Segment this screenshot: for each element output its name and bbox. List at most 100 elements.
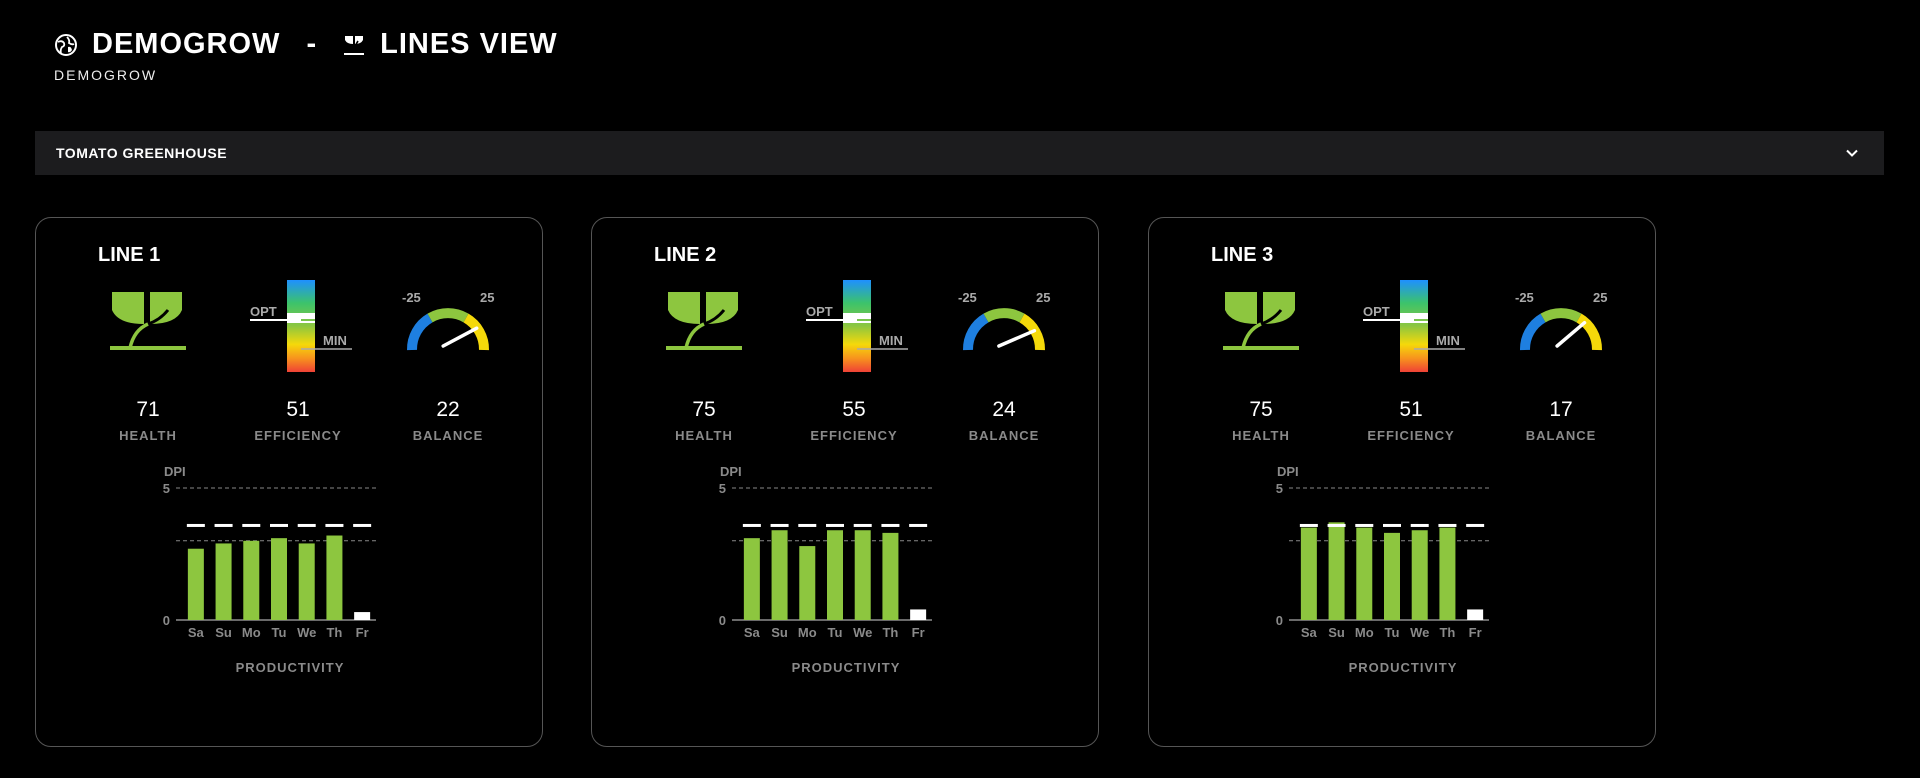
chart-ylabel: DPI xyxy=(720,464,742,479)
health-metric xyxy=(78,290,218,354)
chart-target-marker xyxy=(881,523,900,527)
min-label: MIN xyxy=(1436,333,1460,348)
chart-bar xyxy=(743,538,760,620)
balance-metric: -25 25 xyxy=(1491,290,1631,358)
chart-bar xyxy=(1439,527,1456,620)
productivity-chart: DPI 5 0 Sa Su Mo Tu We Th Fr xyxy=(1276,464,1489,640)
chart-target-marker xyxy=(353,523,372,527)
chart-target-marker xyxy=(1410,523,1429,527)
chart-xtick: Mo xyxy=(798,625,817,640)
chart-target-marker xyxy=(214,523,233,527)
sprout-icon xyxy=(344,35,365,55)
chart-ytick: 5 xyxy=(163,481,170,496)
chart-ylabel: DPI xyxy=(164,464,186,479)
chart-xtick: Mo xyxy=(1355,625,1374,640)
chart-bar xyxy=(326,535,343,620)
chart-xtick: Th xyxy=(1439,625,1455,640)
line-card-2[interactable]: LINE 2 xyxy=(591,217,1099,747)
greenhouse-selector[interactable]: TOMATO GREENHOUSE xyxy=(35,131,1884,175)
gauge-needle xyxy=(441,326,479,348)
chart-target-marker xyxy=(186,523,205,527)
efficiency-metric: OPT MIN xyxy=(784,280,924,372)
chart-xtick: Tu xyxy=(272,625,287,640)
efficiency-metric: OPT MIN xyxy=(228,280,368,372)
chart-bar xyxy=(1384,532,1400,620)
health-metric xyxy=(634,290,774,354)
chart-ytick: 0 xyxy=(163,613,170,628)
health-metric xyxy=(1191,290,1331,354)
opt-label: OPT xyxy=(250,304,277,319)
balance-metric: -25 25 xyxy=(934,290,1074,358)
chart-target-marker xyxy=(742,523,761,527)
line-card-1[interactable]: LINE 1 xyxy=(35,217,543,747)
chart-bar xyxy=(1411,530,1428,620)
chart-bar xyxy=(243,540,260,620)
chart-target-marker xyxy=(325,523,344,527)
app-name: DEMOGROW xyxy=(92,28,281,60)
chart-bar xyxy=(771,530,788,620)
efficiency-value: 51 xyxy=(1399,398,1423,421)
chart-bar xyxy=(187,548,204,620)
chart-xtick: We xyxy=(297,625,316,640)
globe-leaf-icon xyxy=(55,33,77,56)
balance-gauge-icon: -25 25 xyxy=(402,290,494,351)
chart-xtick: Su xyxy=(1328,625,1345,640)
chart-target-marker xyxy=(909,523,928,527)
chart-ytick: 0 xyxy=(1276,613,1283,628)
productivity-label: PRODUCTIVITY xyxy=(235,660,345,675)
chart-target-marker xyxy=(1327,523,1346,527)
chart-ytick: 5 xyxy=(1276,481,1283,496)
balance-metric: -25 25 xyxy=(378,290,518,358)
gauge-min-label: -25 xyxy=(1515,290,1534,305)
gauge-max-label: 25 xyxy=(1036,290,1050,305)
chart-target-marker xyxy=(798,523,817,527)
line-card-3[interactable]: LINE 3 xyxy=(1148,217,1656,747)
balance-label: BALANCE xyxy=(968,428,1040,443)
chart-target-marker xyxy=(297,523,316,527)
chart-target-marker xyxy=(1383,523,1401,527)
health-label: HEALTH xyxy=(1232,428,1290,443)
chart-xtick: Sa xyxy=(1301,625,1318,640)
chart-target-marker xyxy=(242,523,261,527)
health-label: HEALTH xyxy=(119,428,177,443)
chart-bar xyxy=(1328,522,1345,620)
opt-label: OPT xyxy=(806,304,833,319)
productivity-label: PRODUCTIVITY xyxy=(791,660,901,675)
min-label: MIN xyxy=(879,333,903,348)
chart-target-marker xyxy=(1299,523,1318,527)
efficiency-metric: OPT MIN xyxy=(1341,280,1481,372)
gauge-needle xyxy=(1555,320,1587,348)
chart-xtick: Fr xyxy=(912,625,925,640)
productivity-chart: DPI 5 0 Sa Su Mo Tu We Th Fr xyxy=(163,464,376,640)
chart-bar xyxy=(215,543,232,620)
health-value: 75 xyxy=(692,398,716,421)
title-separator: - xyxy=(306,28,317,60)
health-label: HEALTH xyxy=(675,428,733,443)
chart-target-marker xyxy=(1466,523,1485,527)
chart-xtick: We xyxy=(1410,625,1429,640)
chevron-down-icon[interactable] xyxy=(1844,145,1860,161)
chart-target-marker xyxy=(826,523,844,527)
efficiency-scale-icon: OPT MIN xyxy=(250,280,352,372)
chart-xtick: We xyxy=(853,625,872,640)
chart-xtick: Th xyxy=(882,625,898,640)
chart-bar xyxy=(910,609,927,620)
chart-target-marker xyxy=(1438,523,1457,527)
balance-value: 24 xyxy=(992,398,1016,421)
balance-label: BALANCE xyxy=(1525,428,1597,443)
balance-gauge-icon: -25 25 xyxy=(1515,290,1607,351)
productivity-chart: DPI 5 0 Sa Su Mo Tu We Th Fr xyxy=(719,464,932,640)
chart-bar xyxy=(298,543,315,620)
chart-xtick: Th xyxy=(326,625,342,640)
plant-health-icon xyxy=(110,292,186,350)
greenhouse-selector-value: TOMATO GREENHOUSE xyxy=(56,145,228,161)
opt-label: OPT xyxy=(1363,304,1390,319)
title-row: DEMOGROW - LINES VIEW xyxy=(54,28,558,61)
chart-xtick: Fr xyxy=(356,625,369,640)
view-title: LINES VIEW xyxy=(380,28,558,60)
efficiency-label: EFFICIENCY xyxy=(1367,428,1455,443)
chart-bar xyxy=(882,532,899,620)
chart-bar xyxy=(1467,609,1484,620)
chart-xtick: Su xyxy=(771,625,788,640)
efficiency-label: EFFICIENCY xyxy=(254,428,342,443)
